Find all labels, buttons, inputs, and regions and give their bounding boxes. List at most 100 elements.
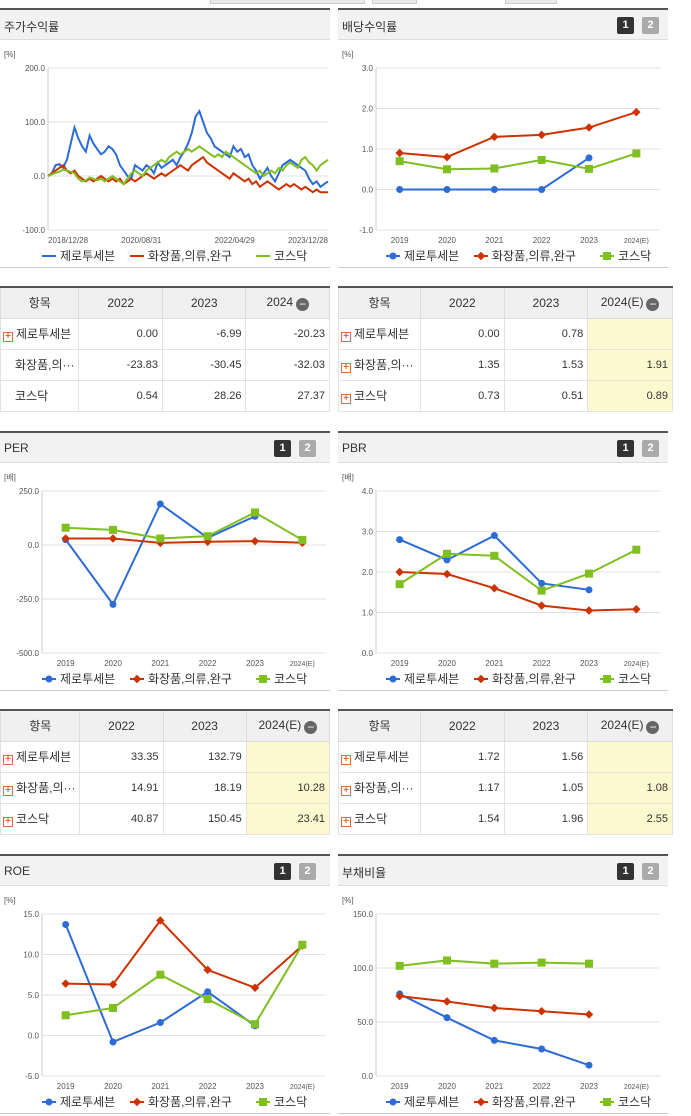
y-tick-label: 100.0	[25, 118, 46, 127]
button-2[interactable]: 2	[642, 440, 659, 457]
row-label-text: 코스닥	[354, 812, 388, 826]
table-cell: 0.54	[78, 379, 163, 412]
data-point	[109, 1038, 117, 1046]
data-point	[584, 1010, 594, 1019]
expand-icon[interactable]: +	[341, 755, 351, 765]
button-1[interactable]: 1	[617, 17, 634, 34]
legend-label: 제로투세븐	[60, 1095, 115, 1109]
table-cell: 0.00	[78, 317, 163, 350]
expand-icon[interactable]: +	[341, 332, 351, 342]
x-tick-label: 2019	[57, 1082, 75, 1091]
data-point	[203, 995, 212, 1004]
expand-icon[interactable]: +	[3, 332, 13, 342]
table-row: + 화장품,의··· 14.91 18.19 10.28	[0, 771, 331, 804]
data-point	[389, 675, 397, 683]
data-point	[443, 186, 451, 193]
panel-title: ROE	[4, 864, 31, 878]
table-row: + 제로투세븐 0.00 -6.99 -20.23	[0, 317, 330, 350]
expand-icon[interactable]: +	[3, 786, 13, 796]
expand-icon[interactable]: +	[3, 755, 13, 765]
button-2[interactable]: 2	[299, 440, 316, 457]
legend-label: 제로투세븐	[60, 249, 115, 263]
data-point	[395, 961, 404, 970]
column-header: 2023	[162, 710, 247, 742]
series-line	[64, 502, 256, 607]
expand-icon[interactable]: +	[341, 394, 351, 404]
data-point	[585, 959, 593, 968]
x-tick-label: 2022	[199, 1082, 217, 1091]
legend-label: 제로투세븐	[404, 1095, 459, 1109]
column-header-label: 2024	[266, 294, 294, 309]
table-cell: -32.03	[245, 348, 330, 381]
collapse-icon[interactable]: −	[304, 720, 318, 734]
button-2[interactable]: 2	[642, 863, 659, 880]
button-1[interactable]: 1	[274, 440, 291, 457]
data-point	[632, 107, 641, 117]
column-header: 2022	[78, 287, 163, 319]
y-unit-label: [%]	[4, 896, 16, 905]
top-tab-fragment	[372, 0, 417, 4]
column-header: 항목	[0, 710, 81, 742]
y-tick-label: 50.0	[357, 1018, 373, 1027]
panel-per: PER 1 2 [배] 250.0 0.0 -250.0 -500.0 2019 2020 2…	[0, 431, 330, 691]
expand-icon[interactable]: +	[341, 363, 351, 373]
legend-label: 화장품,의류,완구	[148, 249, 232, 263]
table-cell	[245, 740, 331, 773]
table-row: 화장품,의··· -23.83 -30.45 -32.03	[0, 348, 330, 381]
column-header-label: 2023	[191, 718, 218, 733]
y-tick-label: 250.0	[19, 487, 40, 496]
data-point	[251, 1020, 259, 1029]
row-label-text: 화장품,의···	[16, 781, 76, 795]
collapse-icon[interactable]: −	[646, 720, 660, 734]
row-label: + 화장품,의···	[338, 348, 421, 381]
expand-icon[interactable]: +	[3, 817, 13, 827]
column-header-label: 항목	[28, 296, 51, 311]
x-tick-label: 2024(E)	[290, 1084, 315, 1091]
y-tick-label: 0.0	[362, 1072, 374, 1081]
data-point	[476, 1097, 486, 1107]
button-1[interactable]: 1	[617, 863, 634, 880]
expand-icon[interactable]: +	[341, 817, 351, 827]
data-point	[389, 252, 397, 260]
data-point	[490, 551, 499, 560]
column-header-label: 2022	[448, 718, 476, 733]
data-point	[132, 674, 142, 684]
data-point	[537, 130, 546, 140]
y-tick-label: 0.0	[28, 541, 40, 550]
data-point	[443, 956, 451, 965]
column-header-label: 2022	[448, 295, 476, 310]
button-1[interactable]: 1	[274, 863, 291, 880]
button-1[interactable]: 1	[617, 440, 634, 457]
table-cell: -30.45	[161, 348, 247, 381]
table-cell: 2.55	[587, 802, 673, 835]
data-point	[259, 1098, 267, 1106]
legend-label: 화장품,의류,완구	[148, 1095, 232, 1109]
legend-label: 코스닥	[618, 1095, 651, 1109]
collapse-icon[interactable]: −	[296, 297, 310, 311]
series-line	[47, 145, 329, 186]
table-cell: 1.96	[503, 802, 589, 835]
x-tick-label: 2023/12/28	[288, 236, 329, 245]
data-point	[443, 1014, 451, 1022]
series-line	[399, 548, 637, 592]
x-tick-label: 2024(E)	[624, 661, 649, 668]
table-cell: 132.79	[162, 740, 247, 773]
y-tick-label: 2.0	[362, 568, 374, 577]
collapse-icon[interactable]: −	[646, 297, 660, 311]
button-2[interactable]: 2	[299, 863, 316, 880]
table-cell: -20.23	[245, 317, 330, 350]
y-tick-label: 1.0	[362, 609, 374, 618]
button-2[interactable]: 2	[642, 17, 659, 34]
column-header-label: 항목	[368, 719, 391, 734]
data-point	[443, 549, 451, 558]
expand-icon[interactable]: +	[341, 786, 351, 796]
data-point	[61, 523, 70, 532]
data-point	[585, 1061, 593, 1069]
row-label: + 제로투세븐	[338, 740, 421, 773]
data-point	[490, 959, 499, 968]
data-point	[490, 1003, 499, 1013]
per-table: 항목 2022 2023 2024(E) − + 제로투세븐 33.35 132.79 + 화장품,…	[0, 709, 331, 835]
data-point	[585, 154, 593, 162]
data-point	[45, 1098, 53, 1106]
data-point	[442, 997, 452, 1006]
